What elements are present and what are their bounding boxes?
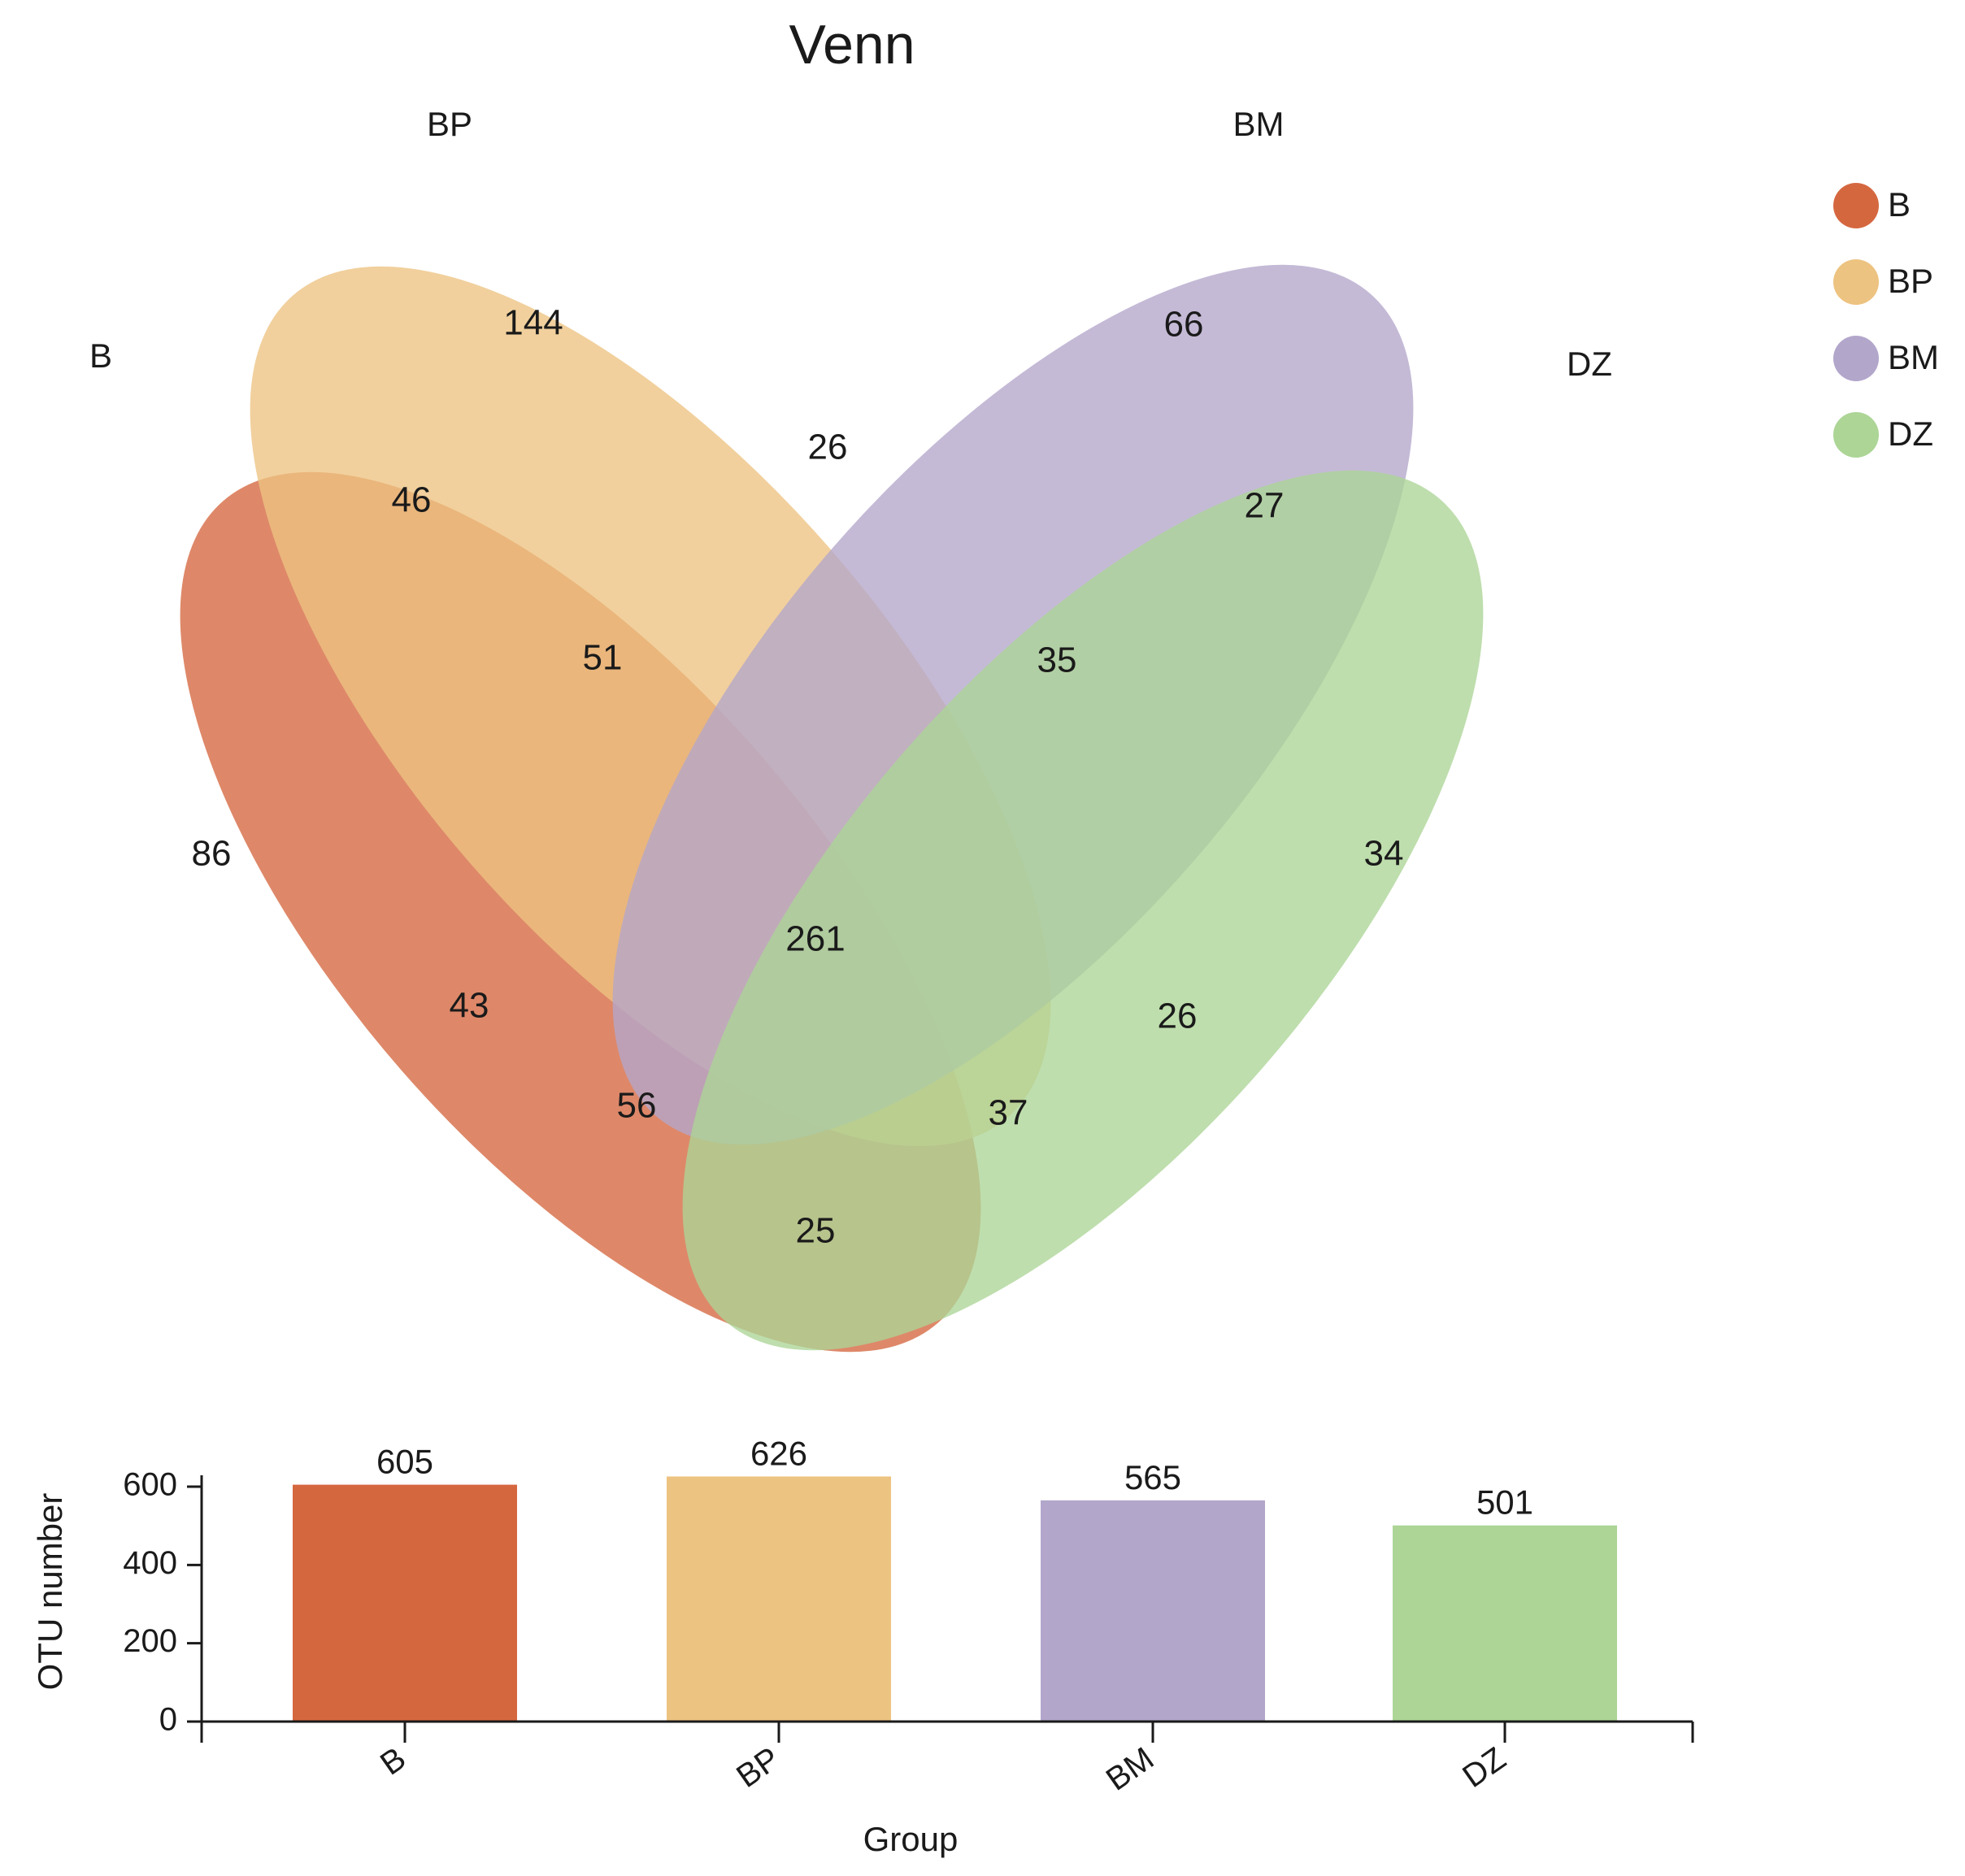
- venn-set-label-bm: BM: [1233, 105, 1285, 143]
- bar-bm: [1041, 1500, 1265, 1722]
- venn-region-b-bp-dz: 37: [989, 1093, 1028, 1133]
- y-tick-label-400: 400: [123, 1545, 177, 1581]
- bar-value-label-dz: 501: [1476, 1483, 1533, 1522]
- venn-region-bm-dz: 27: [1245, 486, 1285, 526]
- venn-region-bp: 144: [503, 303, 563, 343]
- venn-region-b-bp: 46: [392, 480, 432, 520]
- bar-dz: [1393, 1525, 1617, 1722]
- y-tick-label-200: 200: [123, 1623, 177, 1659]
- venn-region-b-bm-dz: 56: [617, 1086, 657, 1126]
- bar-b: [293, 1484, 517, 1722]
- venn-region-b-bp-bm: 51: [583, 638, 623, 678]
- y-axis-title: OTU number: [31, 1493, 69, 1691]
- legend-marker-b: [1833, 183, 1879, 228]
- venn-region-b-bp-bm-dz: 261: [785, 919, 845, 959]
- venn-region-dz: 34: [1364, 834, 1404, 874]
- venn-ellipse-dz: [682, 470, 1484, 1351]
- legend-marker-bp: [1833, 259, 1879, 305]
- venn-region-b: 86: [192, 834, 232, 874]
- legend-label-bp: BP: [1888, 262, 1933, 300]
- venn-set-label-dz: DZ: [1567, 345, 1612, 383]
- x-tick-label-dz: DZ: [1456, 1740, 1512, 1795]
- x-tick-label-bp: BP: [730, 1740, 786, 1795]
- x-tick-label-bm: BM: [1100, 1740, 1160, 1797]
- x-axis-title: Group: [863, 1820, 959, 1858]
- y-tick-label-0: 0: [159, 1702, 177, 1738]
- venn-region-b-dz: 25: [796, 1211, 836, 1251]
- bar-value-label-bm: 565: [1124, 1458, 1181, 1496]
- venn-region-bp-bm-dz: 35: [1037, 641, 1077, 680]
- venn-region-b-bm: 43: [450, 986, 489, 1026]
- x-tick-label-b: B: [374, 1740, 412, 1782]
- venn-region-bp-bm: 26: [808, 428, 848, 467]
- y-tick-label-600: 600: [123, 1467, 177, 1503]
- chart-title: Venn: [789, 14, 915, 76]
- venn-region-bp-dz: 26: [1158, 997, 1198, 1036]
- venn-set-label-bp: BP: [427, 105, 472, 143]
- legend-marker-bm: [1833, 336, 1879, 381]
- bar-value-label-b: 605: [376, 1443, 433, 1481]
- legend-label-bm: BM: [1888, 338, 1939, 376]
- bar-bp: [667, 1476, 891, 1722]
- venn-region-bm: 66: [1164, 305, 1204, 345]
- bar-value-label-bp: 626: [750, 1434, 807, 1472]
- legend-label-b: B: [1888, 185, 1911, 224]
- legend-label-dz: DZ: [1888, 415, 1933, 453]
- legend-marker-dz: [1833, 412, 1879, 458]
- venn-set-label-b: B: [89, 337, 112, 375]
